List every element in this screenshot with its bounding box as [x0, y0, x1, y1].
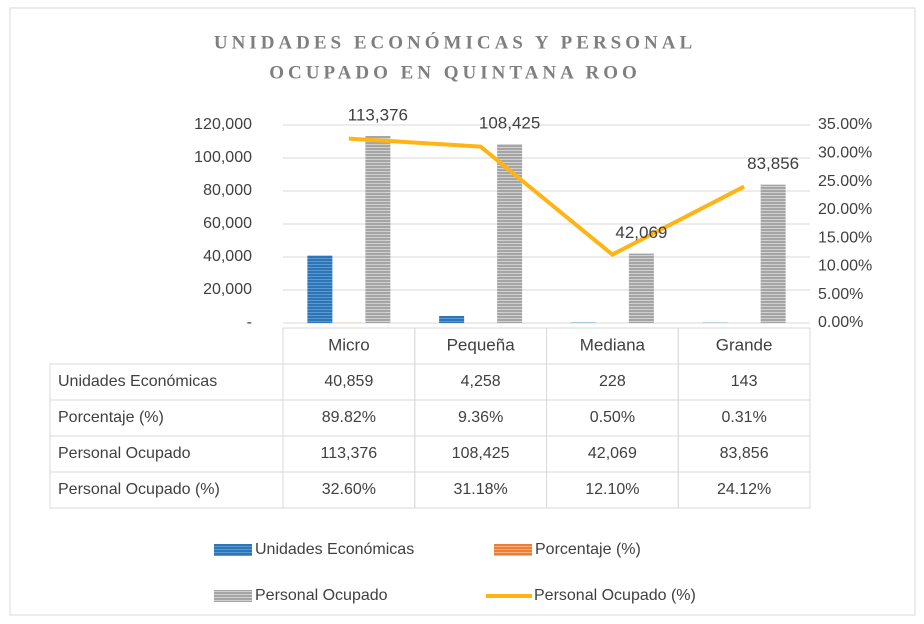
table-value: 4,258 [461, 373, 501, 390]
table-value: 24.12% [717, 481, 771, 498]
data-label: 113,376 [348, 105, 408, 124]
chart-title: UNIDADES ECONÓMICAS Y PERSONAL [214, 31, 696, 53]
data-label: 42,069 [615, 223, 667, 242]
y-tick-label: 120,000 [194, 116, 252, 133]
y2-tick-label: 35.00% [818, 116, 872, 133]
y-tick-label: 100,000 [194, 149, 252, 166]
bar [439, 315, 465, 323]
table-value: 108,425 [452, 445, 510, 462]
y-tick-label: 80,000 [203, 182, 252, 199]
legend-swatch [494, 544, 532, 556]
table-value: 83,856 [720, 445, 769, 462]
table-row-label: Unidades Económicas [58, 373, 217, 390]
y2-tick-label: 10.00% [818, 258, 872, 275]
y2-tick-label: 30.00% [818, 145, 872, 162]
table-row-label: Porcentaje (%) [58, 409, 164, 426]
table-row-label: Personal Ocupado (%) [58, 481, 220, 498]
table-row-label: Personal Ocupado [58, 445, 191, 462]
bar [365, 135, 391, 323]
x-tick-label: Micro [328, 335, 370, 354]
bar [628, 253, 654, 323]
legend-swatch [214, 590, 252, 602]
y2-tick-label: 25.00% [818, 173, 872, 190]
bar [307, 255, 333, 323]
legend-label: Unidades Económicas [255, 541, 414, 558]
table-cell [677, 471, 811, 509]
y-tick-label: 60,000 [203, 215, 252, 232]
x-tick-label: Grande [716, 335, 773, 354]
data-label: 83,856 [747, 154, 799, 173]
table-value: 9.36% [458, 409, 503, 426]
x-tick-label: Mediana [580, 335, 646, 354]
table-value: 32.60% [322, 481, 376, 498]
table-value: 89.82% [322, 409, 376, 426]
y-tick-label: 40,000 [203, 248, 252, 265]
table-value: 40,859 [324, 373, 373, 390]
table-value: 42,069 [588, 445, 637, 462]
data-label: 108,425 [479, 114, 540, 133]
line [348, 136, 746, 257]
table-value: 12.10% [585, 481, 639, 498]
table-value: 143 [731, 373, 758, 390]
y2-tick-label: 0.00% [818, 314, 863, 331]
table-value: 228 [599, 373, 626, 390]
y-tick-label: 20,000 [203, 281, 252, 298]
chart-title: OCUPADO EN QUINTANA ROO [269, 62, 641, 83]
bar [760, 184, 786, 323]
legend-label: Personal Ocupado (%) [534, 587, 696, 604]
table-value: 0.50% [590, 409, 635, 426]
legend-label: Personal Ocupado [255, 587, 388, 604]
y2-tick-label: 20.00% [818, 201, 872, 218]
y2-tick-label: 15.00% [818, 229, 872, 246]
x-tick-label: Pequeña [447, 335, 516, 354]
bar [497, 144, 523, 323]
table-value: 31.18% [453, 481, 507, 498]
table-value: 113,376 [321, 445, 378, 462]
legend-label: Porcentaje (%) [535, 541, 641, 558]
y-tick-label: - [247, 314, 252, 331]
y2-tick-label: 5.00% [818, 286, 863, 303]
table-value: 0.31% [721, 409, 766, 426]
legend-swatch [214, 544, 252, 556]
